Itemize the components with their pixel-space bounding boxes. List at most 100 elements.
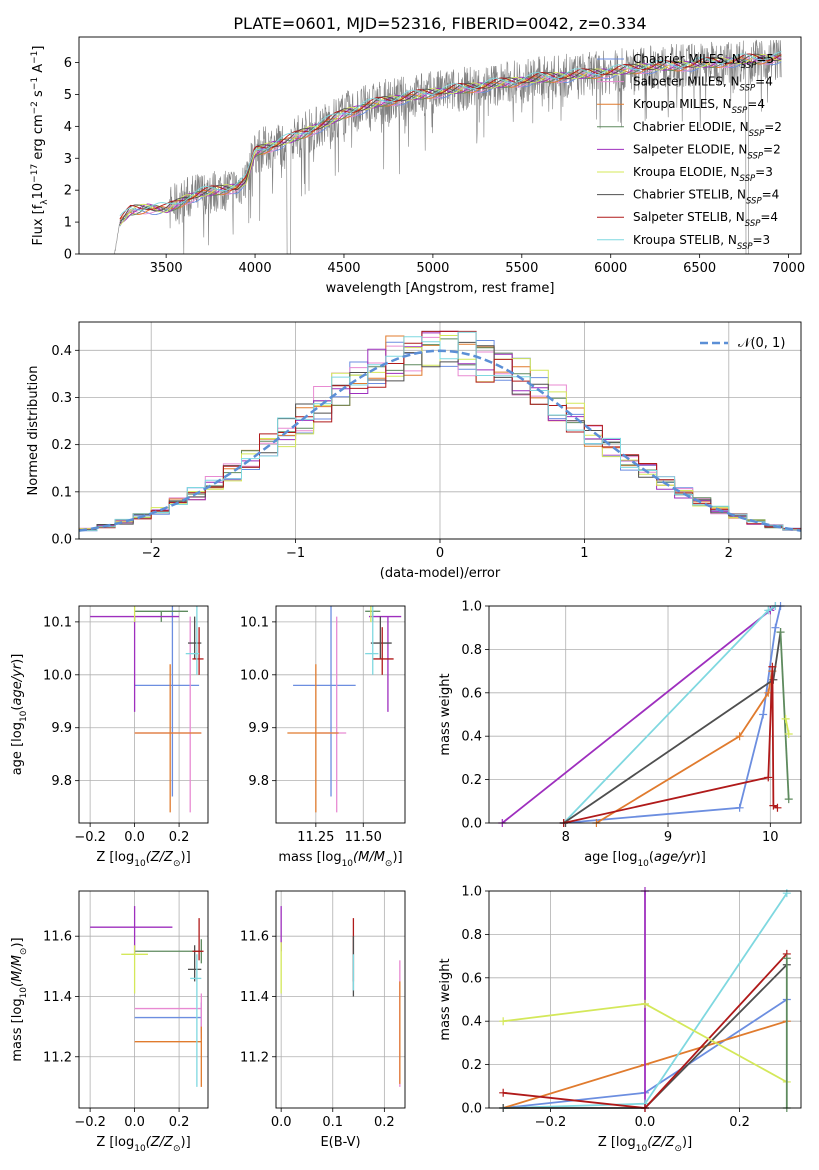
xlabel-text: Z [log <box>96 1135 134 1150</box>
model-spectrum-line <box>119 54 782 222</box>
y-tick-label: 11.2 <box>43 1050 72 1065</box>
y-tick-label: 0.4 <box>461 1015 482 1030</box>
y-tick-label: 0.2 <box>461 773 482 788</box>
age-vs-mass-frame <box>275 605 406 824</box>
xlabel-text: E(B-V) <box>320 1135 360 1150</box>
sfh-marker <box>784 730 793 739</box>
residuals-xlabel: (data-model)/error <box>380 566 501 581</box>
ylabel-text: age [log <box>10 722 25 775</box>
model-spectrum-line <box>119 53 782 220</box>
xlabel-text: wavelength [Angstrom, rest frame] <box>326 281 555 296</box>
x-tick-label: 0.0 <box>635 1115 656 1130</box>
sfh-marker <box>782 889 791 898</box>
x-tick-label: 4000 <box>239 261 272 276</box>
x-tick-label: 0.1 <box>322 1115 343 1130</box>
sfh-marker <box>764 773 773 782</box>
x-tick-label: 0.2 <box>169 830 190 845</box>
y-tick-label: 9.8 <box>248 774 269 789</box>
y-tick-label: 11.4 <box>43 990 72 1005</box>
sfh-marker <box>781 714 790 723</box>
y-tick-label: 0.8 <box>461 928 482 943</box>
sfh-age-xlabel: age [log10(age/yr)] <box>584 850 706 869</box>
legend-entry: Salpeter STELIB, NSSP=4 <box>633 210 778 229</box>
mass-vs-Z-points <box>90 906 204 1087</box>
y-tick-label: 11.4 <box>240 990 269 1005</box>
y-tick-label: 6 <box>64 56 72 71</box>
y-tick-label: 11.6 <box>240 930 269 945</box>
legend-entry: Salpeter ELODIE, NSSP=2 <box>633 142 781 161</box>
sfh-Z-frame <box>488 890 802 1109</box>
model-spectrum-line <box>119 57 782 223</box>
spectrum-frame <box>78 36 802 255</box>
sfh-marker <box>499 1017 508 1026</box>
x-tick-label: 11.50 <box>345 830 382 845</box>
y-tick-label: 10.1 <box>240 615 269 630</box>
x-tick-label: 3500 <box>150 261 183 276</box>
sfh-marker <box>759 710 768 719</box>
sfh-marker <box>782 954 791 963</box>
y-tick-label: 11.6 <box>43 930 72 945</box>
sfh-marker <box>764 606 773 615</box>
mass-vs-EBV-frame <box>275 890 406 1109</box>
mass-vs-Z-frame <box>78 890 209 1109</box>
x-tick-label: −0.2 <box>535 1115 567 1130</box>
legend-entry: Kroupa ELODIE, NSSP=3 <box>633 165 773 184</box>
legend-entry: Kroupa MILES, NSSP=4 <box>633 97 765 116</box>
xlabel-text: age [log <box>584 850 637 865</box>
spectrum-axes: 3500 4000 4500 5000 5500 6000 6500 7000 0 1 2 3 4 5 6 <box>64 56 805 276</box>
x-tick-label: −0.2 <box>74 1115 106 1130</box>
residual-histogram <box>78 330 802 539</box>
y-tick-label: 0 <box>64 248 72 263</box>
model-spectrum-line <box>119 54 782 220</box>
y-tick-label: 4 <box>64 120 72 135</box>
y-tick-label: 9.8 <box>51 774 72 789</box>
sfh-line <box>595 670 774 824</box>
mass-vs-EBV-axes: 0.0 0.1 0.2 11.2 11.4 11.6 <box>240 891 405 1130</box>
x-tick-label: −0.2 <box>74 830 106 845</box>
residual-legend: 𝒩(0, 1) <box>700 336 785 351</box>
x-tick-label: 5500 <box>505 261 538 276</box>
mass-vs-Z-xlabel: Z [log10(Z/Z⊙)] <box>96 1135 190 1154</box>
mass-vs-Z-ylabel: mass [log10(M/M⊙)] <box>10 937 29 1061</box>
ylabel-text: mass weight <box>438 673 453 755</box>
y-tick-label: 9.9 <box>248 721 269 736</box>
y-tick-label: 1 <box>64 216 72 231</box>
y-tick-label: 0.1 <box>51 485 72 500</box>
legend-entry: 𝒩(0, 1) <box>738 336 785 351</box>
x-tick-label: 0.2 <box>374 1115 395 1130</box>
residuals-axes: −2 −1 0 1 2 0.0 0.1 0.2 0.3 0.4 <box>51 322 801 561</box>
y-tick-label: 5 <box>64 88 72 103</box>
xlabel-text: (data-model)/error <box>380 566 501 581</box>
sfh-marker <box>499 1088 508 1097</box>
age-vs-Z-points <box>90 606 204 813</box>
y-tick-label: 10.0 <box>43 668 72 683</box>
model-spectrum-line <box>119 53 782 226</box>
sfh-marker <box>769 801 778 810</box>
sfh-marker <box>773 803 782 812</box>
legend-entry: Kroupa STELIB, NSSP=3 <box>633 233 770 252</box>
mass-vs-EBV-points <box>280 906 401 1087</box>
legend-entry: Chabrier MILES, NSSP=5 <box>633 52 774 71</box>
sfh-line <box>501 605 776 824</box>
y-tick-label: 3 <box>64 152 72 167</box>
ylabel-text: mass [log <box>10 998 25 1061</box>
x-tick-label: 4500 <box>327 261 360 276</box>
y-tick-label: 0.0 <box>51 533 72 548</box>
y-tick-label: 2 <box>64 184 72 199</box>
age-vs-Z-xlabel: Z [log10(Z/Z⊙)] <box>96 850 190 869</box>
sfh-marker <box>641 999 649 1008</box>
x-tick-label: 0.0 <box>124 1115 145 1130</box>
x-tick-label: 0.0 <box>271 1115 292 1130</box>
x-tick-label: 6500 <box>683 261 716 276</box>
y-tick-label: 0.4 <box>51 344 72 359</box>
x-tick-label: 9 <box>664 830 672 845</box>
y-tick-label: 0.2 <box>51 438 72 453</box>
y-tick-label: 0.4 <box>461 730 482 745</box>
age-vs-mass-xlabel: mass [log10(M/M⊙)] <box>278 850 402 869</box>
x-tick-label: 10 <box>762 830 779 845</box>
sfh-marker <box>776 628 785 637</box>
sfh-Z-ylabel: mass weight <box>438 958 453 1040</box>
y-tick-label: 0.8 <box>461 643 482 658</box>
spectrum-ylabel: Flux [fλ10−17 erg cm−2 s−1 A−1] <box>30 46 50 246</box>
